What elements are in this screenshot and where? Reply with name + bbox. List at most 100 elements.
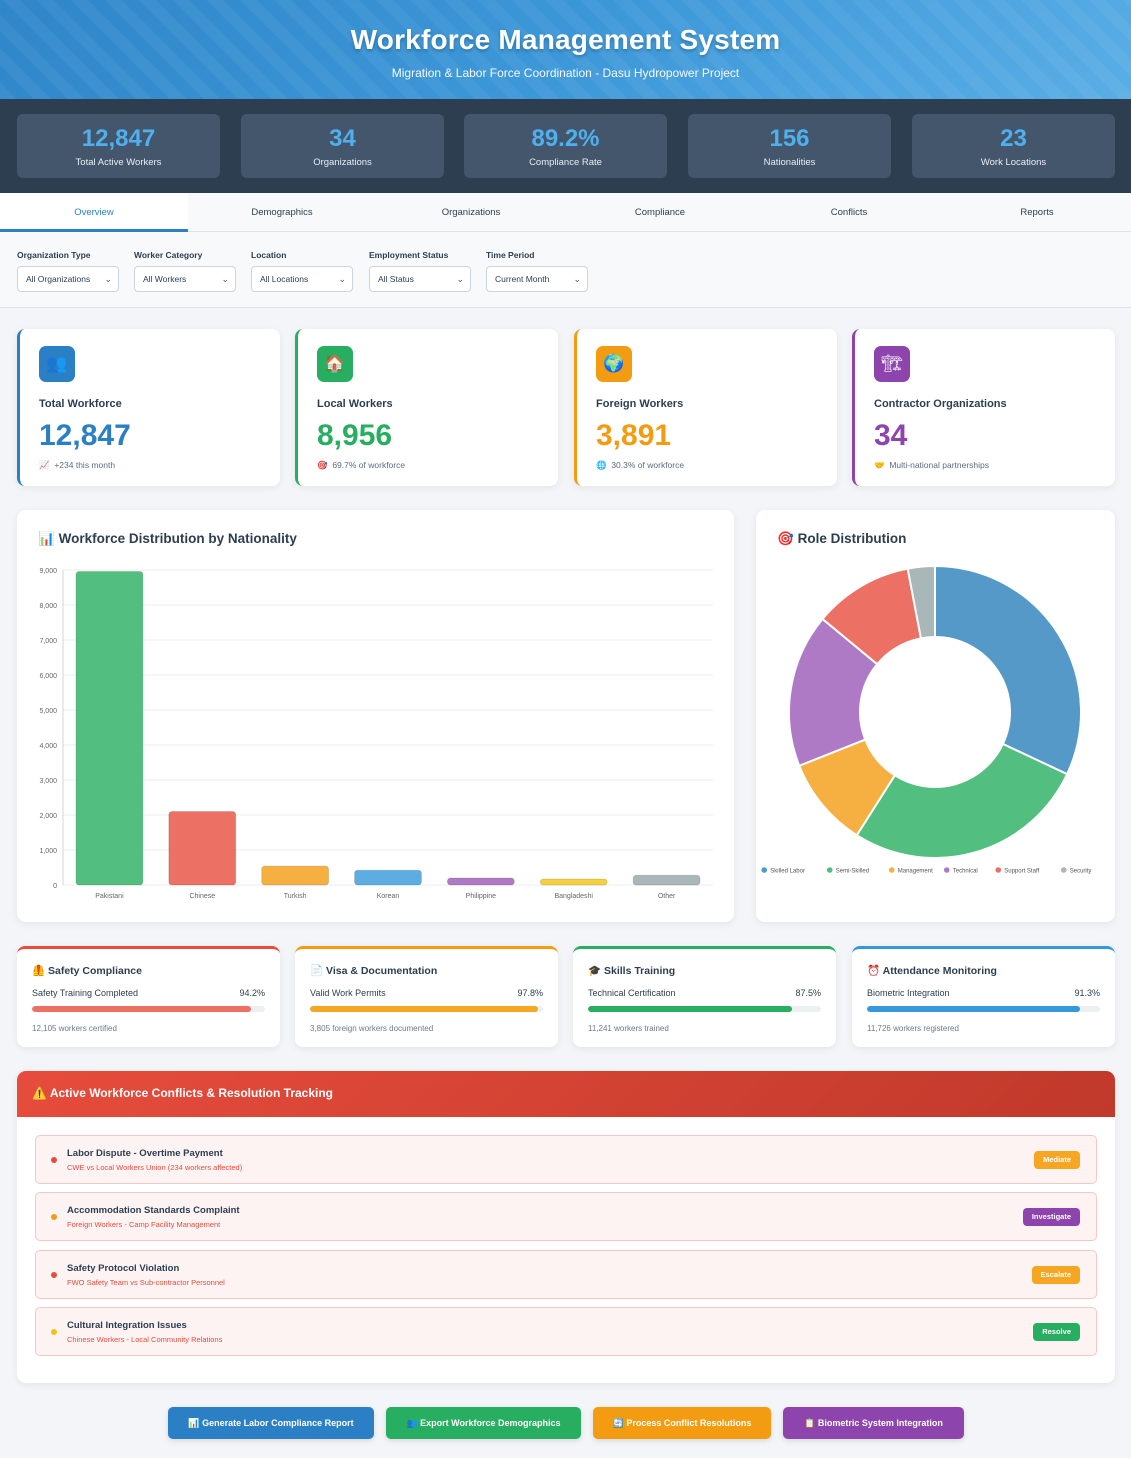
tab-overview[interactable]: Overview bbox=[0, 193, 188, 232]
filter-time-period: Time Period Current Month ⌄ bbox=[486, 250, 588, 292]
nationality-chart-panel: 📊 Workforce Distribution by Nationality … bbox=[17, 510, 734, 922]
kpi-note: 🤝 Multi-national partnerships bbox=[874, 460, 990, 470]
filter-worker-category: Worker Category All Workers ⌄ bbox=[134, 250, 236, 292]
filter-label: Time Period bbox=[486, 250, 535, 260]
bar bbox=[168, 811, 237, 886]
kpi-note: 🌐 30.3% of workforce bbox=[596, 460, 685, 470]
conflict-title: Accommodation Standards Complaint bbox=[67, 1205, 240, 1216]
tab-organizations[interactable]: Organizations bbox=[441, 207, 501, 218]
conflict-title: Cultural Integration Issues bbox=[67, 1320, 187, 1331]
investigate-button[interactable]: Investigate bbox=[1022, 1208, 1080, 1226]
tab-compliance[interactable]: Compliance bbox=[634, 207, 686, 218]
chevron-down-icon: ⌄ bbox=[221, 274, 229, 284]
kpi-value: 8,956 bbox=[317, 419, 393, 452]
select-value: Current Month bbox=[495, 274, 550, 284]
metric-footer: 12,105 workers certified bbox=[32, 1024, 117, 1033]
legend-label: Management bbox=[898, 869, 933, 875]
tab-demographics[interactable]: Demographics bbox=[251, 207, 313, 218]
bar bbox=[632, 874, 701, 886]
warning-icon: ⚠️ bbox=[32, 1086, 47, 1100]
stat-label: Work Locations bbox=[980, 157, 1047, 168]
bar-chart-icon: 📊 bbox=[38, 531, 55, 546]
globe-meridians-icon: 🌐 bbox=[596, 460, 607, 470]
bar-chart-icon: 📊 bbox=[188, 1418, 200, 1428]
location-select[interactable]: All Locations ⌄ bbox=[251, 266, 353, 292]
employment-status-select[interactable]: All Status ⌄ bbox=[369, 266, 471, 292]
metric-attendance-monitoring: ⏰ Attendance Monitoring Biometric Integr… bbox=[852, 946, 1115, 1047]
alarm-clock-icon: ⏰ bbox=[867, 965, 881, 977]
target-icon: 🎯 bbox=[777, 531, 794, 546]
progress-bar bbox=[588, 1006, 821, 1012]
x-tick-label: Turkish bbox=[284, 893, 307, 900]
donut-slice bbox=[855, 742, 1069, 859]
legend-swatch bbox=[826, 867, 833, 873]
x-tick-label: Chinese bbox=[189, 893, 215, 900]
people-icon: 👥 bbox=[39, 346, 75, 382]
construction-crane-icon: 🏗 bbox=[874, 346, 910, 382]
escalate-button[interactable]: Escalate bbox=[1031, 1266, 1080, 1284]
y-tick-label: 4,000 bbox=[39, 743, 57, 750]
metric-footer: 11,726 workers registered bbox=[867, 1024, 959, 1033]
bar bbox=[539, 878, 608, 886]
status-dot bbox=[51, 1329, 57, 1335]
metric-title: 🦺 Safety Compliance bbox=[32, 965, 142, 977]
process-conflict-resolutions-button[interactable]: 🔄 Process Conflict Resolutions bbox=[593, 1407, 771, 1439]
progress-fill bbox=[32, 1006, 252, 1012]
metric-skills-training: 🎓 Skills Training Technical Certificatio… bbox=[573, 946, 836, 1047]
chevron-down-icon: ⌄ bbox=[338, 274, 346, 284]
export-demographics-button[interactable]: 👥 Export Workforce Demographics bbox=[386, 1407, 581, 1439]
x-tick-label: Pakistani bbox=[95, 893, 124, 900]
x-tick-label: Bangladeshi bbox=[554, 893, 593, 900]
select-value: All Status bbox=[378, 274, 414, 284]
time-period-select[interactable]: Current Month ⌄ bbox=[486, 266, 588, 292]
select-value: All Locations bbox=[260, 274, 309, 284]
metric-visa-documentation: 📄 Visa & Documentation Valid Work Permit… bbox=[295, 946, 558, 1047]
status-dot bbox=[51, 1272, 57, 1278]
y-tick-label: 9,000 bbox=[39, 568, 57, 575]
tab-conflicts[interactable]: Conflicts bbox=[830, 207, 868, 218]
tab-reports[interactable]: Reports bbox=[1020, 207, 1054, 218]
mediate-button[interactable]: Mediate bbox=[1034, 1151, 1080, 1169]
legend-label: Technical bbox=[953, 869, 978, 875]
filter-label: Worker Category bbox=[134, 250, 203, 260]
chevron-down-icon: ⌄ bbox=[456, 274, 464, 284]
document-icon: 📄 bbox=[310, 965, 324, 977]
conflict-item[interactable]: Cultural Integration Issues Chinese Work… bbox=[35, 1307, 1097, 1356]
organization-type-select[interactable]: All Organizations ⌄ bbox=[17, 266, 119, 292]
y-tick-label: 0 bbox=[53, 883, 57, 890]
conflict-item[interactable]: Accommodation Standards Complaint Foreig… bbox=[35, 1192, 1097, 1241]
donut-slice bbox=[906, 564, 936, 640]
conflict-item[interactable]: Safety Protocol Violation FWO Safety Tea… bbox=[35, 1250, 1097, 1299]
legend-swatch bbox=[1060, 867, 1067, 873]
bar bbox=[354, 869, 422, 886]
y-tick-label: 5,000 bbox=[39, 708, 57, 715]
generate-compliance-report-button[interactable]: 📊 Generate Labor Compliance Report bbox=[168, 1407, 374, 1439]
chevron-down-icon: ⌄ bbox=[104, 274, 112, 284]
resolve-button[interactable]: Resolve bbox=[1033, 1323, 1080, 1341]
metric-value: 91.3% bbox=[1074, 988, 1100, 998]
page-title: Workforce Management System bbox=[350, 24, 781, 55]
y-tick-label: 7,000 bbox=[39, 638, 57, 645]
y-tick-label: 2,000 bbox=[39, 813, 57, 820]
biometric-integration-button[interactable]: 📋 Biometric System Integration bbox=[783, 1407, 964, 1439]
kpi-title: Contractor Organizations bbox=[874, 398, 1007, 410]
x-tick-label: Philippine bbox=[466, 893, 496, 900]
refresh-icon: 🔄 bbox=[612, 1418, 624, 1428]
globe-icon: 🌍 bbox=[596, 346, 632, 382]
bar bbox=[75, 571, 144, 886]
stat-work-locations: 23 Work Locations bbox=[912, 114, 1115, 178]
conflict-item[interactable]: Labor Dispute - Overtime Payment CWE vs … bbox=[35, 1135, 1097, 1184]
chart-up-icon: 📈 bbox=[39, 460, 50, 470]
conflict-parties: CWE vs Local Workers Union (234 workers … bbox=[67, 1163, 243, 1172]
legend-swatch bbox=[888, 867, 895, 873]
worker-category-select[interactable]: All Workers ⌄ bbox=[134, 266, 236, 292]
metric-label: Technical Certification bbox=[588, 988, 676, 998]
metric-title: 🎓 Skills Training bbox=[588, 965, 676, 977]
handshake-icon: 🤝 bbox=[874, 460, 885, 470]
panel-title: 🎯 Role Distribution bbox=[777, 531, 907, 546]
conflicts-header: ⚠️ Active Workforce Conflicts & Resoluti… bbox=[17, 1071, 1115, 1117]
metric-value: 97.8% bbox=[517, 988, 543, 998]
legend-label: Semi-Skilled bbox=[836, 869, 869, 875]
metric-title: 📄 Visa & Documentation bbox=[310, 965, 438, 977]
kpi-card-total-workforce: 👥 Total Workforce 12,847 📈 +234 this mon… bbox=[17, 329, 280, 486]
